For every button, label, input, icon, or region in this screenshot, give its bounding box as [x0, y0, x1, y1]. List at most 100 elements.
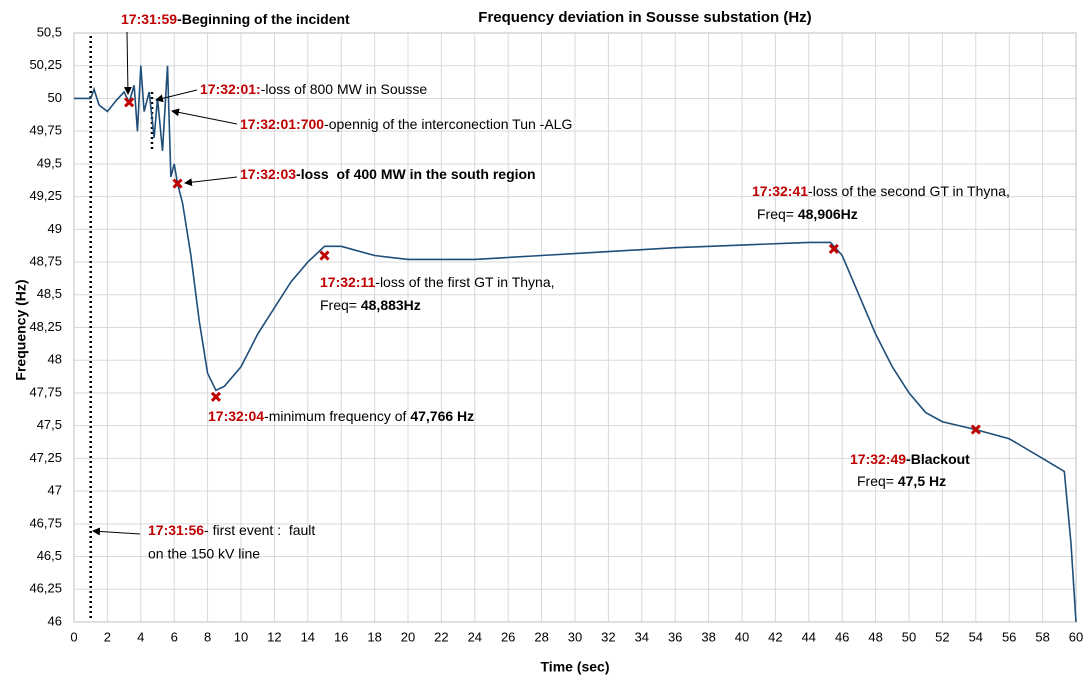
- data-line: [74, 65, 1077, 623]
- y-tick-label: 48,5: [37, 286, 62, 301]
- annotation: 17:31:56- first event : fault: [148, 522, 315, 538]
- x-tick-label: 56: [1002, 629, 1016, 644]
- x-tick-label: 26: [501, 629, 515, 644]
- y-tick-label: 46,25: [29, 581, 62, 596]
- data-marker: [172, 178, 183, 189]
- x-tick-label: 4: [137, 629, 144, 644]
- x-tick-label: 6: [171, 629, 178, 644]
- annotation-text: -opennig of the interconection Tun -ALG: [324, 116, 572, 132]
- x-tick-label: 34: [635, 629, 649, 644]
- y-tick-label: 50,25: [29, 57, 62, 72]
- x-tick-label: 28: [534, 629, 548, 644]
- annotation: Freq= 48,906Hz: [757, 206, 858, 222]
- y-tick-label: 48: [48, 352, 62, 367]
- annotation-time: 17:32:11: [320, 274, 375, 290]
- annotation-value: 48,906Hz: [798, 206, 858, 222]
- x-tick-label: 38: [701, 629, 715, 644]
- grid: [73, 32, 1077, 623]
- y-tick-label: 46,75: [29, 515, 62, 530]
- annotation-value: 47,5 Hz: [898, 473, 946, 489]
- x-tick-label: 24: [468, 629, 482, 644]
- annotation: 17:32:03-loss of 400 MW in the south reg…: [240, 166, 536, 182]
- annotation-value: 47,766 Hz: [410, 408, 474, 424]
- x-tick-label: 44: [802, 629, 816, 644]
- y-tick-label: 48,75: [29, 253, 62, 268]
- x-tick-label: 2: [104, 629, 111, 644]
- x-tick-label: 54: [969, 629, 983, 644]
- data-marker: [828, 243, 839, 255]
- annotation-text: -loss of 400 MW in the south region: [296, 166, 536, 182]
- y-tick-label: 49,25: [29, 188, 62, 203]
- data-marker: [210, 391, 222, 402]
- x-tick-label: 60: [1069, 629, 1083, 644]
- data-marker: [970, 424, 981, 435]
- x-tick-label: 48: [868, 629, 882, 644]
- y-tick-label: 48,25: [29, 319, 62, 334]
- annotation-time: 17:32:41: [752, 183, 808, 199]
- x-tick-label: 10: [234, 629, 248, 644]
- annotation-text: -Blackout: [906, 451, 970, 467]
- data-marker: [124, 97, 135, 108]
- annotation-text: -loss of the first GT in Thyna,: [375, 274, 554, 290]
- arrow: [155, 89, 198, 103]
- x-tick-label: 52: [935, 629, 949, 644]
- x-tick-label: 46: [835, 629, 849, 644]
- annotation: 17:32:04-minimum frequency of 47,766 Hz: [208, 408, 474, 424]
- y-tick-label: 46,5: [37, 548, 62, 563]
- annotation: Freq= 47,5 Hz: [857, 473, 946, 489]
- y-tick-label: 49,75: [29, 123, 62, 138]
- y-tick-label: 47: [48, 483, 62, 498]
- arrow: [171, 108, 238, 125]
- annotation: 17:32:41-loss of the second GT in Thyna,: [752, 183, 1010, 199]
- annotation: 17:32:01:700-opennig of the interconecti…: [240, 116, 572, 132]
- annotation-text: -Beginning of the incident: [177, 11, 350, 27]
- x-tick-label: 42: [768, 629, 782, 644]
- data-marker: [319, 250, 330, 261]
- y-tick-label: 49: [48, 221, 62, 236]
- annotation-text: -loss of 800 MW in Sousse: [261, 81, 428, 97]
- arrow: [184, 176, 238, 187]
- plot-frame: [73, 32, 1077, 623]
- x-tick-label: 0: [70, 629, 77, 644]
- annotation-value: 48,883Hz: [361, 297, 421, 313]
- x-tick-label: 40: [735, 629, 749, 644]
- x-tick-label: 22: [434, 629, 448, 644]
- annotation-time: 17:32:01:700: [240, 116, 324, 132]
- x-tick-label: 8: [204, 629, 211, 644]
- x-axis-label: Time (sec): [541, 659, 610, 675]
- chart-title: Frequency deviation in Sousse substation…: [478, 9, 811, 26]
- y-tick-label: 46: [48, 613, 62, 628]
- annotation: 17:32:01:-loss of 800 MW in Sousse: [200, 81, 427, 97]
- arrow: [92, 527, 141, 536]
- x-tick-label: 50: [902, 629, 916, 644]
- annotation-text: -minimum frequency of: [264, 408, 410, 424]
- annotation-time: 17:31:59: [121, 11, 177, 27]
- y-tick-label: 49,5: [37, 155, 62, 170]
- annotation-text: -loss of the second GT in Thyna,: [808, 183, 1010, 199]
- y-tick-label: 50,5: [37, 24, 62, 39]
- x-tick-label: 58: [1035, 629, 1049, 644]
- annotation-text: Freq=: [857, 473, 898, 489]
- annotation: 17:31:59-Beginning of the incident: [121, 11, 350, 27]
- y-tick-label: 47,5: [37, 417, 62, 432]
- x-tick-label: 14: [301, 629, 315, 644]
- annotation: 17:32:49-Blackout: [850, 451, 970, 467]
- annotation: Freq= 48,883Hz: [320, 297, 421, 313]
- arrow: [123, 31, 132, 95]
- plot: [74, 65, 1077, 623]
- x-tick-label: 12: [267, 629, 281, 644]
- annotation-time: 17:32:04: [208, 408, 264, 424]
- y-tick-label: 47,75: [29, 384, 62, 399]
- annotation: on the 150 kV line: [148, 546, 260, 562]
- annotation-text: Freq=: [757, 206, 798, 222]
- y-axis-label: Frequency (Hz): [13, 279, 29, 380]
- x-tick-label: 16: [334, 629, 348, 644]
- annotation-time: 17:32:49: [850, 451, 906, 467]
- annotation-text: Freq=: [320, 297, 361, 313]
- x-tick-label: 32: [601, 629, 615, 644]
- x-tick-label: 36: [668, 629, 682, 644]
- annotation-time: 17:32:01:: [200, 81, 261, 97]
- x-tick-label: 30: [568, 629, 582, 644]
- y-tick-label: 47,25: [29, 450, 62, 465]
